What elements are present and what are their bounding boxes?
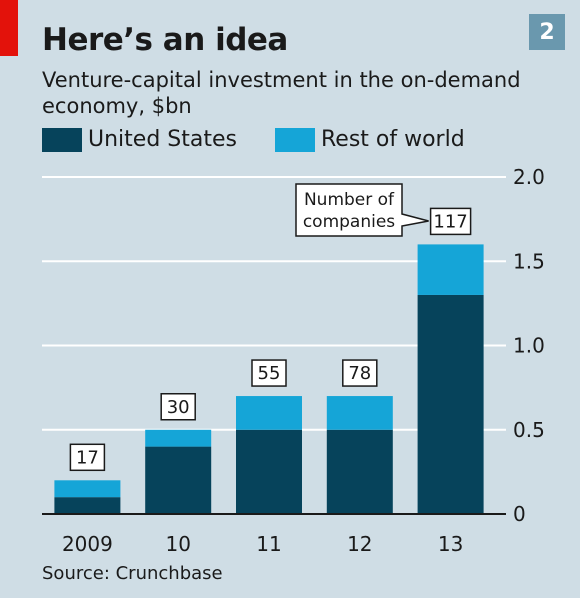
y-tick-label: 0.5	[513, 418, 545, 442]
x-tick-label: 10	[165, 532, 190, 556]
bar-segment	[54, 497, 121, 514]
chart-title: Here’s an idea	[42, 22, 288, 58]
x-tick-label: 2009	[62, 532, 113, 556]
chart-subtitle: Venture-capital investment in the on-dem…	[42, 68, 521, 118]
callout-text-line-1: Number of	[304, 190, 395, 210]
legend-swatch-us	[42, 127, 82, 152]
bar-segment	[54, 480, 121, 498]
count-label-box	[342, 359, 378, 387]
y-tick-label: 2.0	[513, 165, 545, 189]
legend: United States Rest of world	[42, 127, 503, 152]
legend-label-row: Rest of world	[320, 127, 465, 152]
bar-segment	[326, 396, 393, 430]
count-label: 55	[258, 363, 281, 384]
bar-segment	[326, 429, 393, 514]
count-label-box	[251, 359, 287, 387]
legend-label-us: United States	[88, 127, 237, 152]
count-label: 17	[76, 447, 99, 468]
count-label: 117	[433, 211, 467, 232]
y-tick-label: 1.0	[513, 334, 545, 358]
x-tick-label: 12	[347, 532, 372, 556]
y-tick-label: 0	[513, 502, 526, 526]
callout-box	[295, 183, 429, 237]
bar-segment	[417, 244, 484, 295]
y-tick-label: 1.5	[513, 249, 545, 273]
count-label: 78	[348, 363, 371, 384]
chart-number-badge: 2	[529, 14, 565, 50]
count-label: 30	[167, 397, 190, 418]
x-tick-label: 13	[438, 532, 463, 556]
bar-segment	[145, 446, 212, 514]
brand-tab	[0, 0, 18, 56]
legend-item-row: Rest of world	[274, 127, 465, 152]
bar-segment	[236, 396, 302, 430]
bar-segment	[236, 429, 302, 514]
legend-swatch-row	[274, 127, 315, 152]
bar-segment	[417, 294, 484, 514]
count-label-box	[69, 443, 106, 472]
count-label-box	[429, 207, 472, 236]
count-label-box	[160, 393, 196, 421]
legend-item-us: United States	[42, 127, 237, 152]
bar-segment	[145, 429, 212, 447]
x-tick-label: 11	[256, 532, 281, 556]
source-note: Source: Crunchbase	[42, 563, 223, 584]
callout-text-line-2: companies	[303, 212, 395, 232]
